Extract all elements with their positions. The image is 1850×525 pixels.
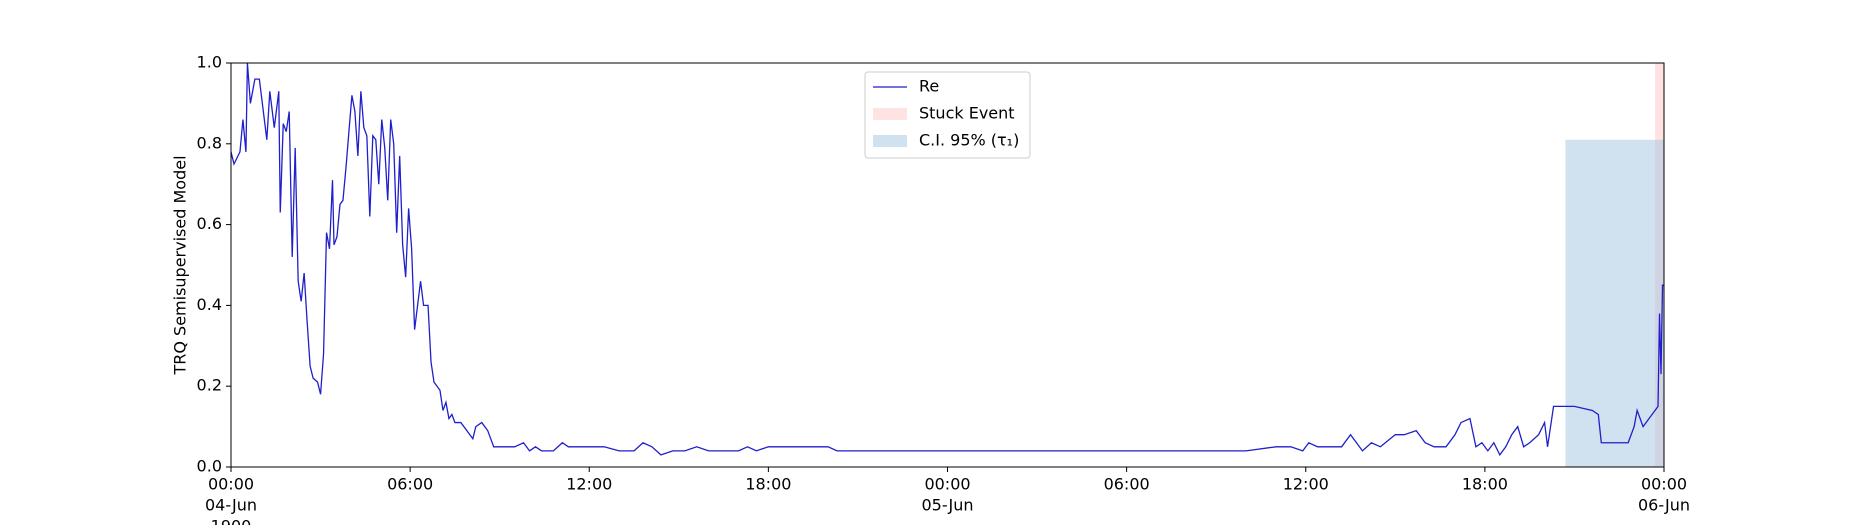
x-tick-label: 06:00 bbox=[1104, 475, 1150, 494]
line bbox=[230, 62, 1664, 457]
x-tick-label: 00:00 bbox=[1641, 475, 1687, 494]
y-tick-label: 0.6 bbox=[197, 214, 222, 233]
x-tick-label: 04-Jun bbox=[205, 496, 257, 515]
y-tick-label: 0.2 bbox=[197, 376, 222, 395]
legend: Re Stuck Event C.I. 95% (τ₁) bbox=[864, 71, 1031, 159]
x-tick-label: 00:00 bbox=[208, 475, 254, 494]
x-tick-label: 06-Jun bbox=[1638, 496, 1690, 515]
y-tick-label: 0.0 bbox=[197, 457, 222, 476]
legend-swatch bbox=[873, 108, 907, 120]
x-tick-label: 00:00 bbox=[924, 475, 970, 494]
y-axis-label: TRQ Semisupervised Model bbox=[171, 155, 190, 375]
legend-label: C.I. 95% (τ₁) bbox=[919, 131, 1019, 150]
x-tick-label: 12:00 bbox=[1283, 475, 1329, 494]
x-tick-label: 18:00 bbox=[745, 475, 791, 494]
x-tick-label: 12:00 bbox=[566, 475, 612, 494]
y-tick-label: 1.0 bbox=[197, 53, 222, 72]
x-tick-label: 06:00 bbox=[387, 475, 433, 494]
x-tick-label: 05-Jun bbox=[921, 496, 973, 515]
y-tick-label: 0.4 bbox=[197, 295, 222, 314]
legend-label: Stuck Event bbox=[919, 104, 1015, 123]
x-tick-label: 18:00 bbox=[1462, 475, 1508, 494]
legend-swatch bbox=[873, 135, 907, 147]
x-tick-label: 1900 bbox=[211, 517, 252, 525]
legend-label: Re bbox=[919, 77, 939, 96]
y-tick-label: 0.8 bbox=[197, 133, 222, 152]
span bbox=[1565, 139, 1664, 467]
